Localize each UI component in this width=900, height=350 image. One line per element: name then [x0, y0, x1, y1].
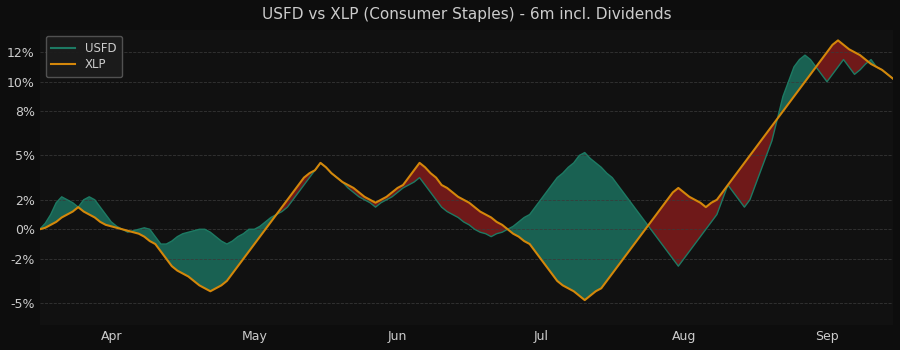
Title: USFD vs XLP (Consumer Staples) - 6m incl. Dividends: USFD vs XLP (Consumer Staples) - 6m incl… [262, 7, 671, 22]
Legend: USFD, XLP: USFD, XLP [46, 36, 122, 77]
